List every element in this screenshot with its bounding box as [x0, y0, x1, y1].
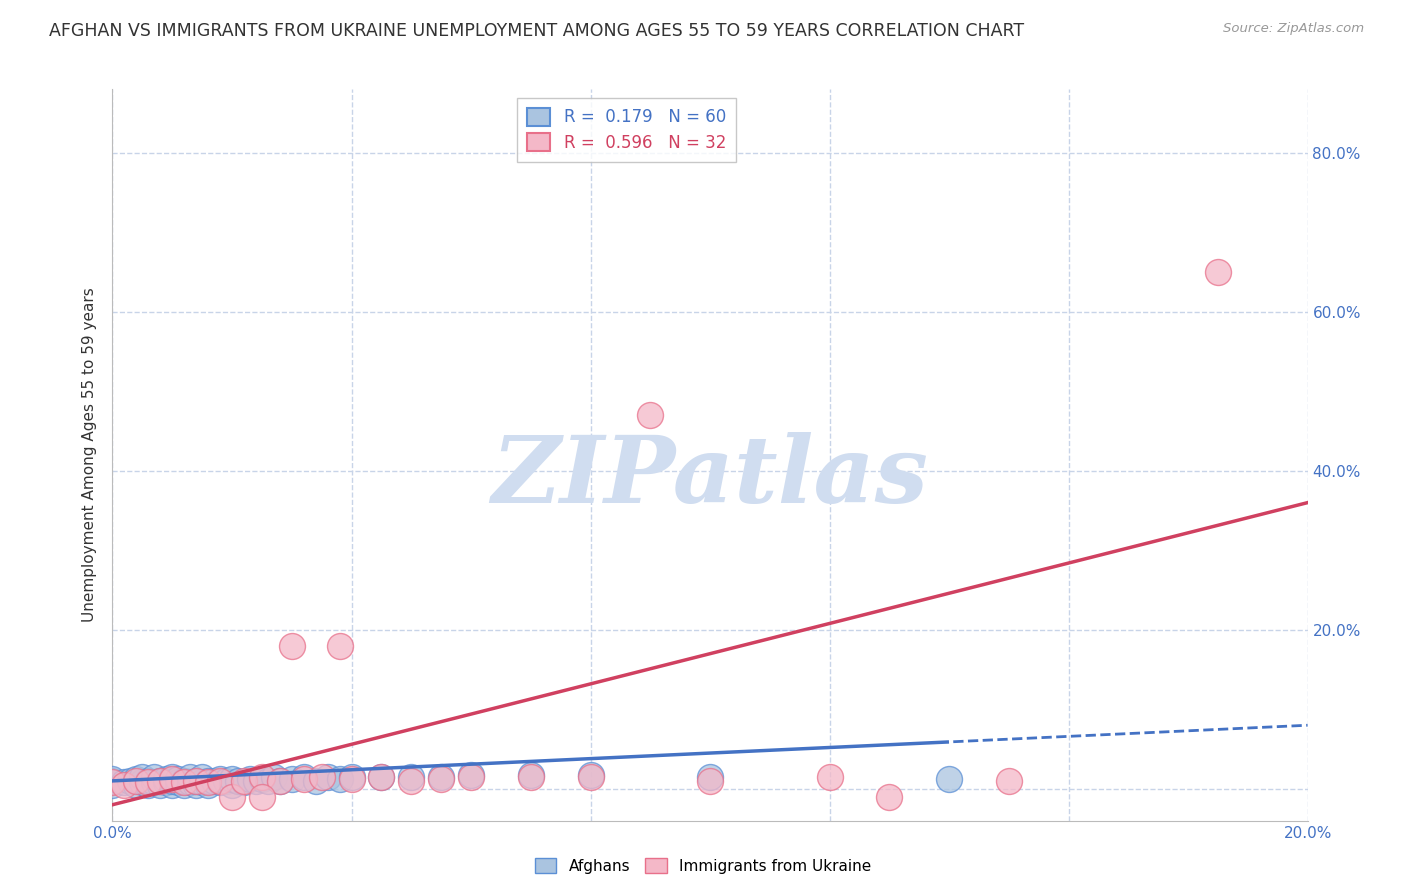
- Point: [167, 772, 190, 787]
- Point: [460, 770, 482, 784]
- Legend: R =  0.179   N = 60, R =  0.596   N = 32: R = 0.179 N = 60, R = 0.596 N = 32: [517, 97, 735, 161]
- Point: [329, 639, 352, 653]
- Point: [149, 773, 172, 788]
- Point: [186, 778, 208, 792]
- Text: AFGHAN VS IMMIGRANTS FROM UKRAINE UNEMPLOYMENT AMONG AGES 55 TO 59 YEARS CORRELA: AFGHAN VS IMMIGRANTS FROM UKRAINE UNEMPL…: [49, 22, 1025, 40]
- Point: [209, 772, 232, 787]
- Point: [191, 770, 214, 784]
- Point: [101, 778, 124, 792]
- Point: [138, 775, 160, 789]
- Point: [818, 770, 841, 784]
- Y-axis label: Unemployment Among Ages 55 to 59 years: Unemployment Among Ages 55 to 59 years: [82, 287, 97, 623]
- Point: [155, 772, 177, 787]
- Point: [221, 772, 243, 787]
- Point: [191, 775, 214, 789]
- Point: [143, 770, 166, 784]
- Point: [149, 778, 172, 792]
- Point: [340, 770, 363, 784]
- Point: [173, 778, 195, 792]
- Point: [233, 775, 256, 789]
- Point: [114, 775, 135, 789]
- Point: [579, 770, 602, 784]
- Point: [197, 778, 219, 792]
- Point: [269, 773, 291, 788]
- Point: [215, 773, 238, 788]
- Point: [281, 639, 304, 653]
- Point: [640, 408, 662, 422]
- Point: [250, 772, 273, 787]
- Point: [263, 770, 285, 784]
- Text: Source: ZipAtlas.com: Source: ZipAtlas.com: [1223, 22, 1364, 36]
- Point: [179, 775, 201, 789]
- Point: [292, 772, 315, 787]
- Point: [879, 789, 901, 804]
- Point: [370, 770, 392, 784]
- Point: [173, 775, 195, 789]
- Point: [202, 773, 225, 788]
- Point: [430, 772, 453, 787]
- Point: [316, 770, 339, 784]
- Point: [699, 770, 721, 784]
- Point: [149, 773, 172, 788]
- Point: [226, 773, 249, 788]
- Text: ZIPatlas: ZIPatlas: [492, 432, 928, 522]
- Point: [101, 775, 124, 789]
- Point: [401, 773, 423, 788]
- Point: [143, 775, 166, 789]
- Point: [125, 772, 148, 787]
- Point: [430, 770, 453, 784]
- Point: [257, 773, 280, 788]
- Point: [329, 772, 352, 787]
- Point: [162, 772, 183, 787]
- Point: [370, 770, 392, 784]
- Point: [699, 773, 721, 788]
- Point: [155, 775, 177, 789]
- Point: [998, 773, 1021, 788]
- Point: [101, 772, 124, 787]
- Point: [179, 770, 201, 784]
- Point: [938, 772, 960, 787]
- Point: [340, 772, 363, 787]
- Point: [401, 770, 423, 784]
- Point: [162, 773, 183, 788]
- Point: [125, 778, 148, 792]
- Point: [173, 773, 195, 788]
- Point: [305, 773, 328, 788]
- Point: [269, 773, 291, 788]
- Point: [125, 773, 148, 788]
- Point: [114, 778, 135, 792]
- Point: [460, 767, 482, 781]
- Point: [579, 767, 602, 781]
- Point: [197, 775, 219, 789]
- Point: [197, 773, 219, 788]
- Point: [239, 772, 262, 787]
- Point: [138, 773, 160, 788]
- Point: [250, 789, 273, 804]
- Point: [250, 770, 273, 784]
- Point: [131, 775, 153, 789]
- Point: [1206, 265, 1229, 279]
- Legend: Afghans, Immigrants from Ukraine: Afghans, Immigrants from Ukraine: [529, 852, 877, 880]
- Point: [131, 770, 153, 784]
- Point: [101, 773, 124, 788]
- Point: [221, 778, 243, 792]
- Point: [162, 770, 183, 784]
- Point: [311, 770, 333, 784]
- Point: [233, 773, 256, 788]
- Point: [138, 778, 160, 792]
- Point: [520, 767, 543, 781]
- Point: [186, 773, 208, 788]
- Point: [209, 773, 232, 788]
- Point: [245, 773, 267, 788]
- Point: [520, 770, 543, 784]
- Point: [167, 775, 190, 789]
- Point: [281, 772, 304, 787]
- Point: [162, 778, 183, 792]
- Point: [292, 770, 315, 784]
- Point: [186, 773, 208, 788]
- Point: [120, 773, 142, 788]
- Point: [209, 775, 232, 789]
- Point: [221, 789, 243, 804]
